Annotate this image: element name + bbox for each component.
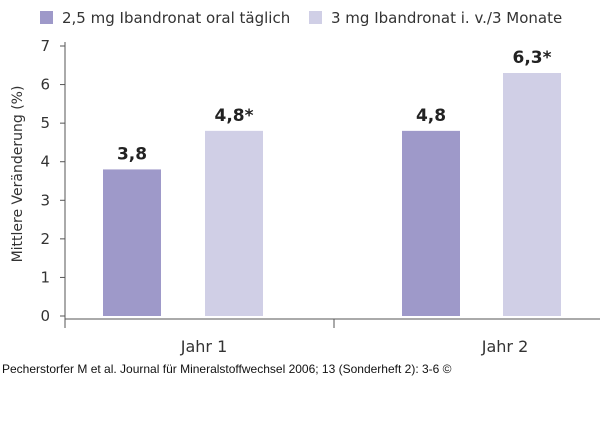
x-axis: Jahr 1 Jahr 2 [65,318,600,356]
y-tick-label: 5 [40,114,50,132]
bar [103,169,161,316]
legend-swatch [309,11,322,24]
data-labels: 3,8 4,8 4,8* 6,3* [117,48,552,164]
data-label: 4,8* [214,106,253,126]
bar [503,73,561,316]
bar-chart: 2,5 mg Ibandronat oral täglich 3 mg Iband… [10,9,600,356]
data-label: 6,3* [512,48,551,68]
y-axis-label: Mittlere Veränderung (%) [10,86,26,263]
y-axis: 0 1 2 3 4 5 6 7 [40,37,66,328]
y-tick-label: 0 [40,307,50,325]
y-tick-label: 6 [40,76,50,94]
bar [402,130,460,316]
legend-label: 2,5 mg Ibandronat oral täglich [62,9,290,27]
bars [103,73,561,316]
y-tick-label: 2 [40,230,50,248]
x-tick-label: Jahr 1 [180,337,228,356]
legend: 2,5 mg Ibandronat oral täglich 3 mg Iband… [40,9,562,27]
citation: Pecherstorfer M et al. Journal für Miner… [2,362,452,376]
y-tick-label: 3 [40,191,50,209]
legend-swatch [40,11,53,24]
data-label: 3,8 [117,144,147,164]
bar [205,130,263,316]
data-label: 4,8 [416,106,446,126]
y-tick-label: 7 [40,37,50,55]
x-tick-label: Jahr 2 [481,337,529,356]
legend-label: 3 mg Ibandronat i. v./3 Monate [331,9,562,27]
y-tick-label: 1 [40,268,50,286]
y-tick-label: 4 [40,153,50,171]
